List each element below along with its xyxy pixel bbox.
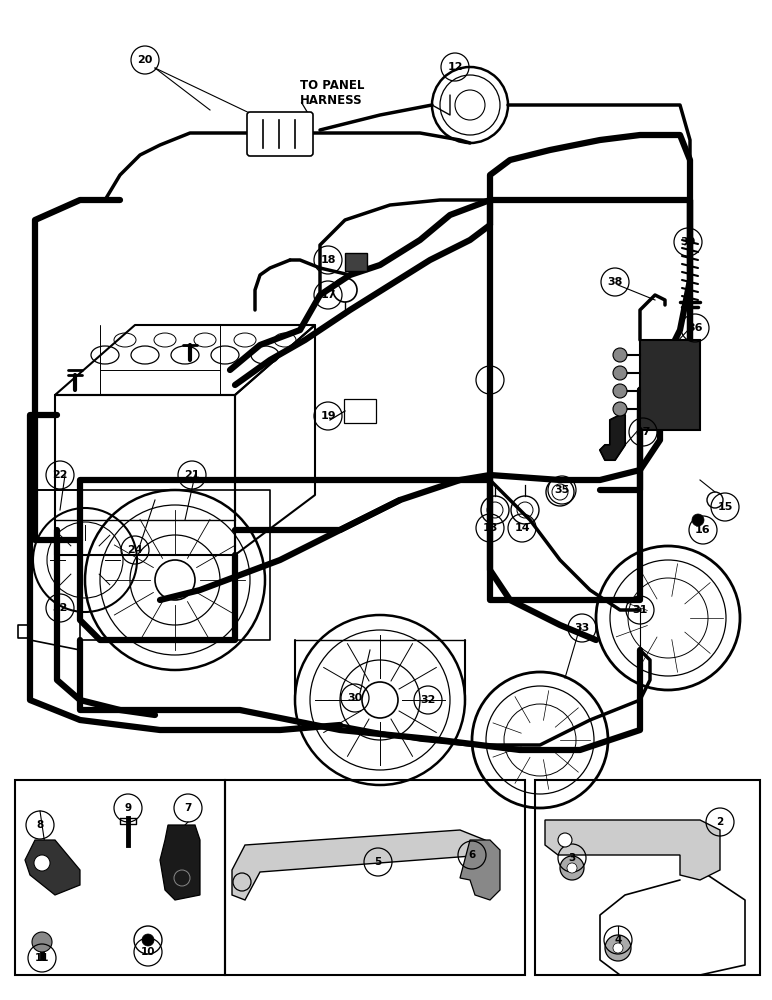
Text: 10: 10 — [141, 947, 155, 957]
Text: 6: 6 — [469, 850, 476, 860]
Text: 19: 19 — [320, 411, 336, 421]
Text: 32: 32 — [420, 695, 435, 705]
Text: TO PANEL
HARNESS: TO PANEL HARNESS — [300, 79, 364, 107]
Bar — [640, 340, 700, 430]
Text: 22: 22 — [52, 470, 68, 480]
Text: 18: 18 — [320, 255, 336, 265]
Text: 12: 12 — [447, 62, 462, 72]
Text: 11: 11 — [35, 953, 49, 963]
Polygon shape — [232, 830, 485, 900]
Text: 39: 39 — [680, 237, 696, 247]
Circle shape — [567, 863, 577, 873]
Circle shape — [613, 384, 627, 398]
Circle shape — [558, 833, 572, 847]
Circle shape — [613, 943, 623, 953]
FancyBboxPatch shape — [344, 399, 376, 423]
Text: 1: 1 — [486, 375, 494, 385]
Polygon shape — [600, 415, 625, 460]
Text: 32: 32 — [52, 603, 68, 613]
Text: 37: 37 — [635, 427, 651, 437]
Text: 4: 4 — [615, 935, 621, 945]
Text: 24: 24 — [127, 545, 143, 555]
Text: 7: 7 — [185, 803, 191, 813]
Circle shape — [560, 856, 584, 880]
Text: 17: 17 — [320, 290, 336, 300]
Text: 15: 15 — [717, 502, 733, 512]
Circle shape — [34, 855, 50, 871]
Polygon shape — [545, 820, 720, 880]
Circle shape — [692, 514, 704, 526]
Text: 13: 13 — [482, 523, 498, 533]
Bar — [225, 780, 525, 975]
Text: 2: 2 — [716, 817, 723, 827]
Bar — [15, 780, 225, 975]
Bar — [345, 253, 367, 271]
Text: 21: 21 — [185, 470, 200, 480]
Text: 31: 31 — [632, 605, 648, 615]
Circle shape — [613, 366, 627, 380]
Text: 14: 14 — [514, 523, 530, 533]
Text: 33: 33 — [574, 623, 590, 633]
Circle shape — [142, 934, 154, 946]
Polygon shape — [25, 840, 80, 895]
Text: 3: 3 — [568, 853, 576, 863]
Text: 8: 8 — [36, 820, 44, 830]
Text: 30: 30 — [347, 693, 363, 703]
FancyBboxPatch shape — [247, 112, 313, 156]
Polygon shape — [160, 825, 200, 900]
Polygon shape — [460, 840, 500, 900]
Circle shape — [613, 402, 627, 416]
Text: 5: 5 — [374, 857, 381, 867]
Circle shape — [613, 348, 627, 362]
Circle shape — [32, 932, 52, 952]
Circle shape — [605, 935, 631, 961]
Text: 16: 16 — [696, 525, 711, 535]
Text: 35: 35 — [554, 485, 570, 495]
Text: 20: 20 — [137, 55, 153, 65]
Bar — [535, 780, 760, 975]
Text: 36: 36 — [687, 323, 703, 333]
Text: 9: 9 — [124, 803, 131, 813]
Text: 38: 38 — [608, 277, 623, 287]
